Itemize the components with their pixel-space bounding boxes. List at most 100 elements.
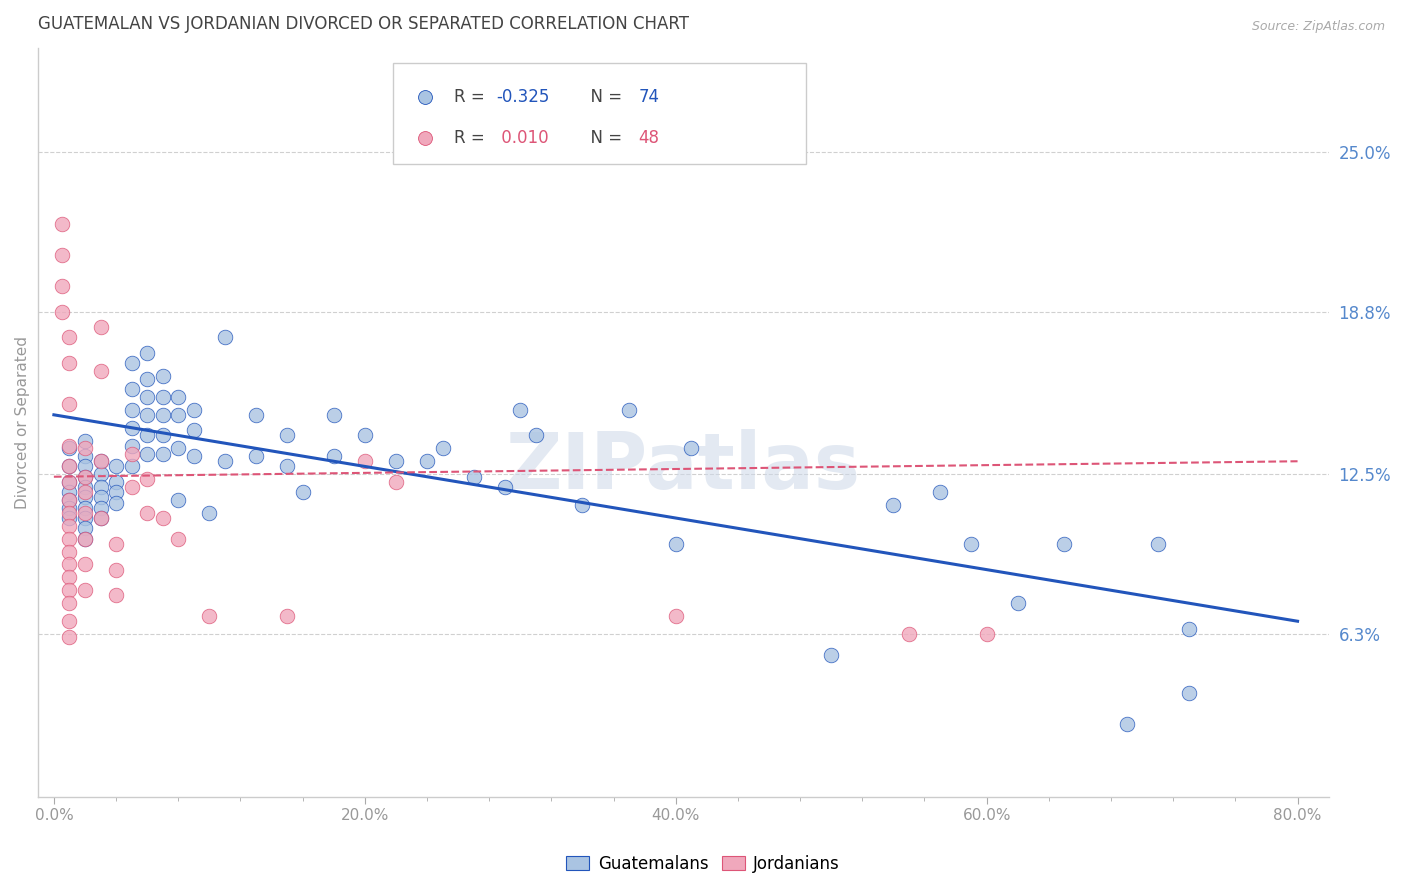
Y-axis label: Divorced or Separated: Divorced or Separated (15, 336, 30, 509)
Point (1177, 686, 1199, 700)
Text: R =: R = (454, 129, 489, 147)
Point (136, 408, 159, 422)
Text: ZIPatlas: ZIPatlas (506, 429, 860, 506)
Point (73, 532, 96, 546)
Point (58, 397, 80, 411)
Point (571, 498, 593, 512)
Point (58, 439, 80, 453)
Point (121, 439, 143, 453)
Point (276, 459, 298, 474)
Point (882, 498, 904, 512)
Point (89, 500, 111, 515)
Point (89, 480, 111, 494)
Point (89, 491, 111, 505)
Point (136, 372, 159, 386)
Point (121, 459, 143, 474)
Point (353, 428, 375, 442)
Text: N =: N = (581, 88, 627, 106)
Point (665, 609, 688, 624)
Point (198, 506, 221, 520)
Point (73, 511, 96, 525)
Point (73, 500, 96, 515)
Point (73, 469, 96, 483)
Point (58, 614, 80, 628)
Point (214, 454, 236, 468)
Point (416, 454, 439, 468)
Point (58, 492, 80, 507)
Point (214, 330, 236, 344)
Point (167, 532, 190, 546)
Point (152, 408, 174, 422)
Point (58, 630, 80, 644)
Point (681, 442, 703, 456)
Point (58, 500, 80, 515)
Point (121, 421, 143, 435)
Point (136, 446, 159, 460)
Point (58, 356, 80, 370)
Point (152, 369, 174, 384)
Text: GUATEMALAN VS JORDANIAN DIVORCED OR SEPARATED CORRELATION CHART: GUATEMALAN VS JORDANIAN DIVORCED OR SEPA… (38, 15, 689, 33)
Point (463, 469, 485, 483)
Point (276, 609, 298, 624)
Point (73, 434, 96, 448)
Point (73, 459, 96, 474)
Text: -0.325: -0.325 (496, 88, 550, 106)
Point (976, 627, 998, 641)
Text: R =: R = (454, 88, 489, 106)
Point (665, 537, 688, 551)
Point (58, 518, 80, 533)
Point (89, 511, 111, 525)
Point (51, 278, 73, 293)
Point (183, 402, 205, 417)
Point (960, 537, 983, 551)
Point (167, 408, 190, 422)
Legend: Guatemalans, Jordanians: Guatemalans, Jordanians (560, 848, 846, 880)
Point (136, 346, 159, 360)
Point (152, 390, 174, 404)
Point (58, 459, 80, 474)
Text: 74: 74 (638, 88, 659, 106)
Point (58, 459, 80, 474)
Point (105, 485, 128, 500)
Point (136, 506, 159, 520)
Point (58, 570, 80, 584)
Point (183, 449, 205, 463)
Point (152, 446, 174, 460)
Point (58, 442, 80, 456)
Point (73, 491, 96, 505)
Point (73, 532, 96, 546)
Point (73, 583, 96, 598)
Text: 0.010: 0.010 (496, 129, 548, 147)
Point (58, 544, 80, 558)
Point (51, 217, 73, 231)
Point (136, 428, 159, 442)
Point (105, 459, 128, 474)
Point (73, 506, 96, 520)
Point (121, 446, 143, 460)
Point (167, 492, 190, 507)
Point (291, 485, 314, 500)
Point (58, 532, 80, 546)
Point (89, 320, 111, 334)
Point (1177, 622, 1199, 636)
Point (322, 408, 344, 422)
Point (1115, 717, 1137, 731)
Point (524, 428, 547, 442)
Point (929, 485, 952, 500)
Point (58, 492, 80, 507)
Point (322, 449, 344, 463)
Point (105, 495, 128, 509)
Point (73, 469, 96, 483)
Point (1146, 537, 1168, 551)
Point (1053, 537, 1076, 551)
Point (105, 475, 128, 489)
Point (58, 506, 80, 520)
Point (385, 475, 408, 489)
FancyBboxPatch shape (394, 63, 806, 164)
Point (73, 485, 96, 500)
Point (58, 330, 80, 344)
Point (105, 589, 128, 603)
Point (897, 627, 920, 641)
Point (73, 558, 96, 572)
Point (89, 454, 111, 468)
